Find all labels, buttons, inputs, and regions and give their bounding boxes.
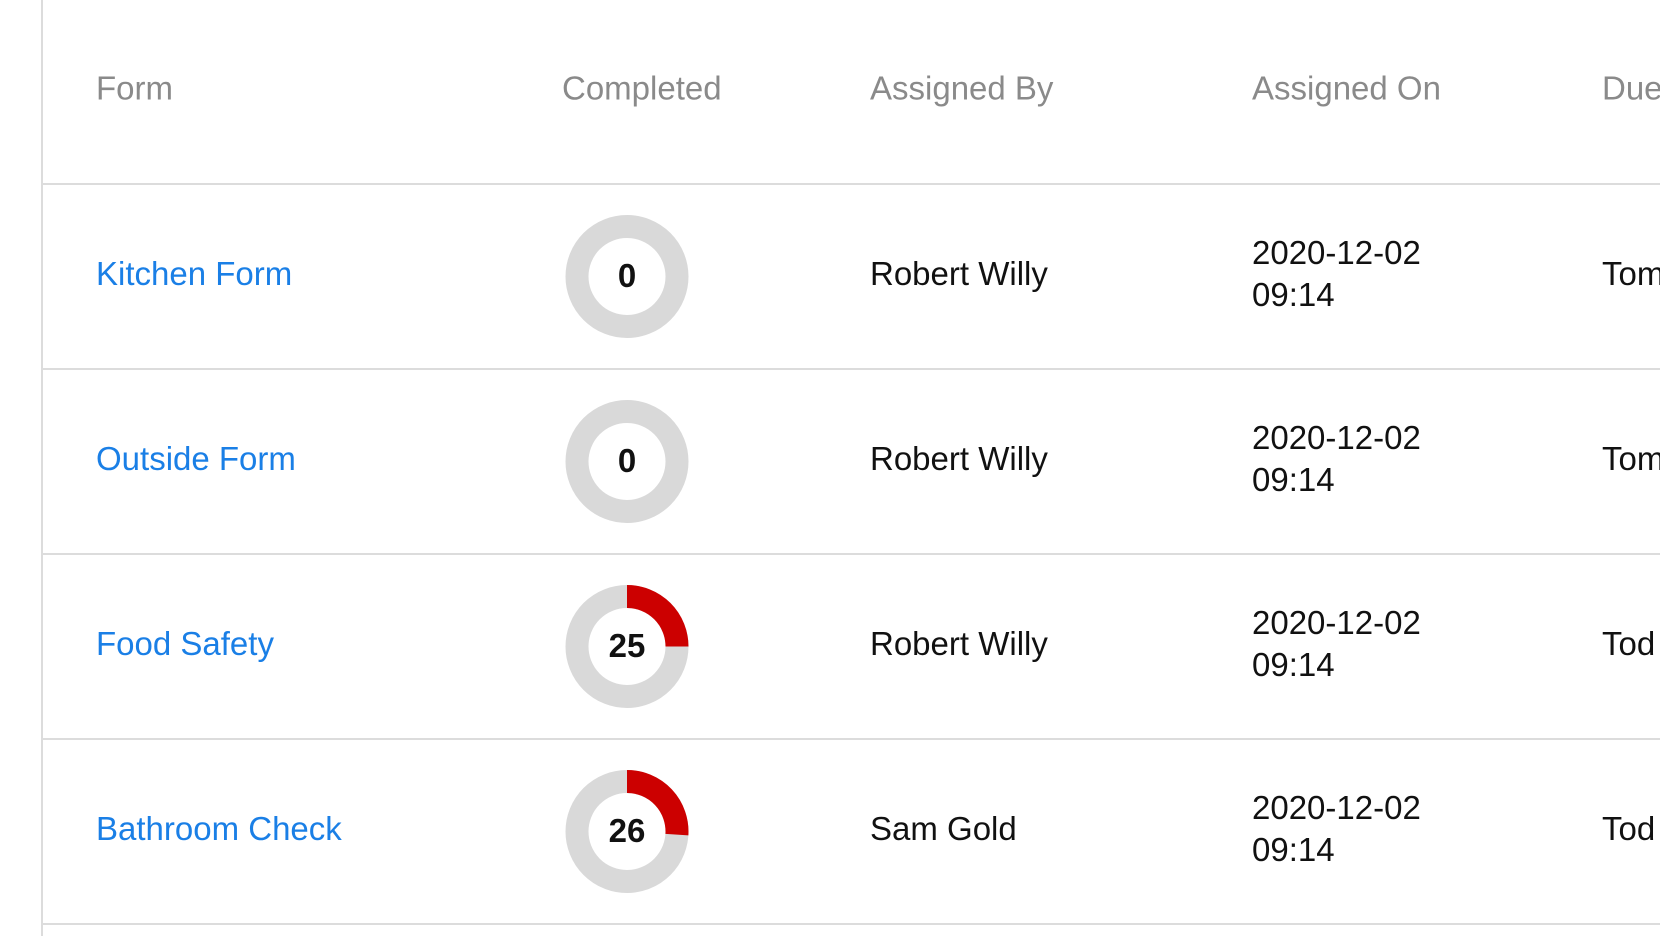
due: Tod bbox=[1602, 625, 1655, 662]
completed-percent: 25 bbox=[609, 627, 646, 664]
assigned-date: 2020-12-02 bbox=[1252, 419, 1421, 456]
form-link[interactable]: Food Safety bbox=[96, 625, 274, 662]
form-link[interactable]: Bathroom Check bbox=[96, 810, 342, 847]
progress-arc bbox=[626, 585, 689, 648]
progress-track bbox=[565, 215, 689, 338]
progress-arc bbox=[626, 770, 689, 836]
assigned-by: Robert Willy bbox=[870, 625, 1048, 662]
assigned-time: 09:14 bbox=[1252, 646, 1335, 683]
column-header: Completed bbox=[562, 70, 722, 107]
progress-track bbox=[565, 400, 689, 523]
completed-percent: 0 bbox=[618, 442, 636, 479]
column-header: Assigned By bbox=[870, 70, 1054, 107]
assigned-date: 2020-12-02 bbox=[1252, 234, 1421, 271]
completed-percent: 26 bbox=[609, 812, 646, 849]
due: Tod bbox=[1602, 810, 1655, 847]
assigned-time: 09:14 bbox=[1252, 461, 1335, 498]
assigned-time: 09:14 bbox=[1252, 831, 1335, 868]
due: Tom bbox=[1602, 255, 1660, 292]
form-link[interactable]: Outside Form bbox=[96, 440, 296, 477]
completed-percent: 0 bbox=[618, 257, 636, 294]
assigned-by: Robert Willy bbox=[870, 255, 1048, 292]
assigned-by: Sam Gold bbox=[870, 810, 1017, 847]
form-link[interactable]: Kitchen Form bbox=[96, 255, 292, 292]
assigned-date: 2020-12-02 bbox=[1252, 604, 1421, 641]
column-header: Due bbox=[1602, 70, 1660, 107]
column-header: Assigned On bbox=[1252, 70, 1441, 107]
assigned-by: Robert Willy bbox=[870, 440, 1048, 477]
due: Tom bbox=[1602, 440, 1660, 477]
assigned-date: 2020-12-02 bbox=[1252, 789, 1421, 826]
column-header: Form bbox=[96, 70, 173, 107]
assigned-time: 09:14 bbox=[1252, 276, 1335, 313]
